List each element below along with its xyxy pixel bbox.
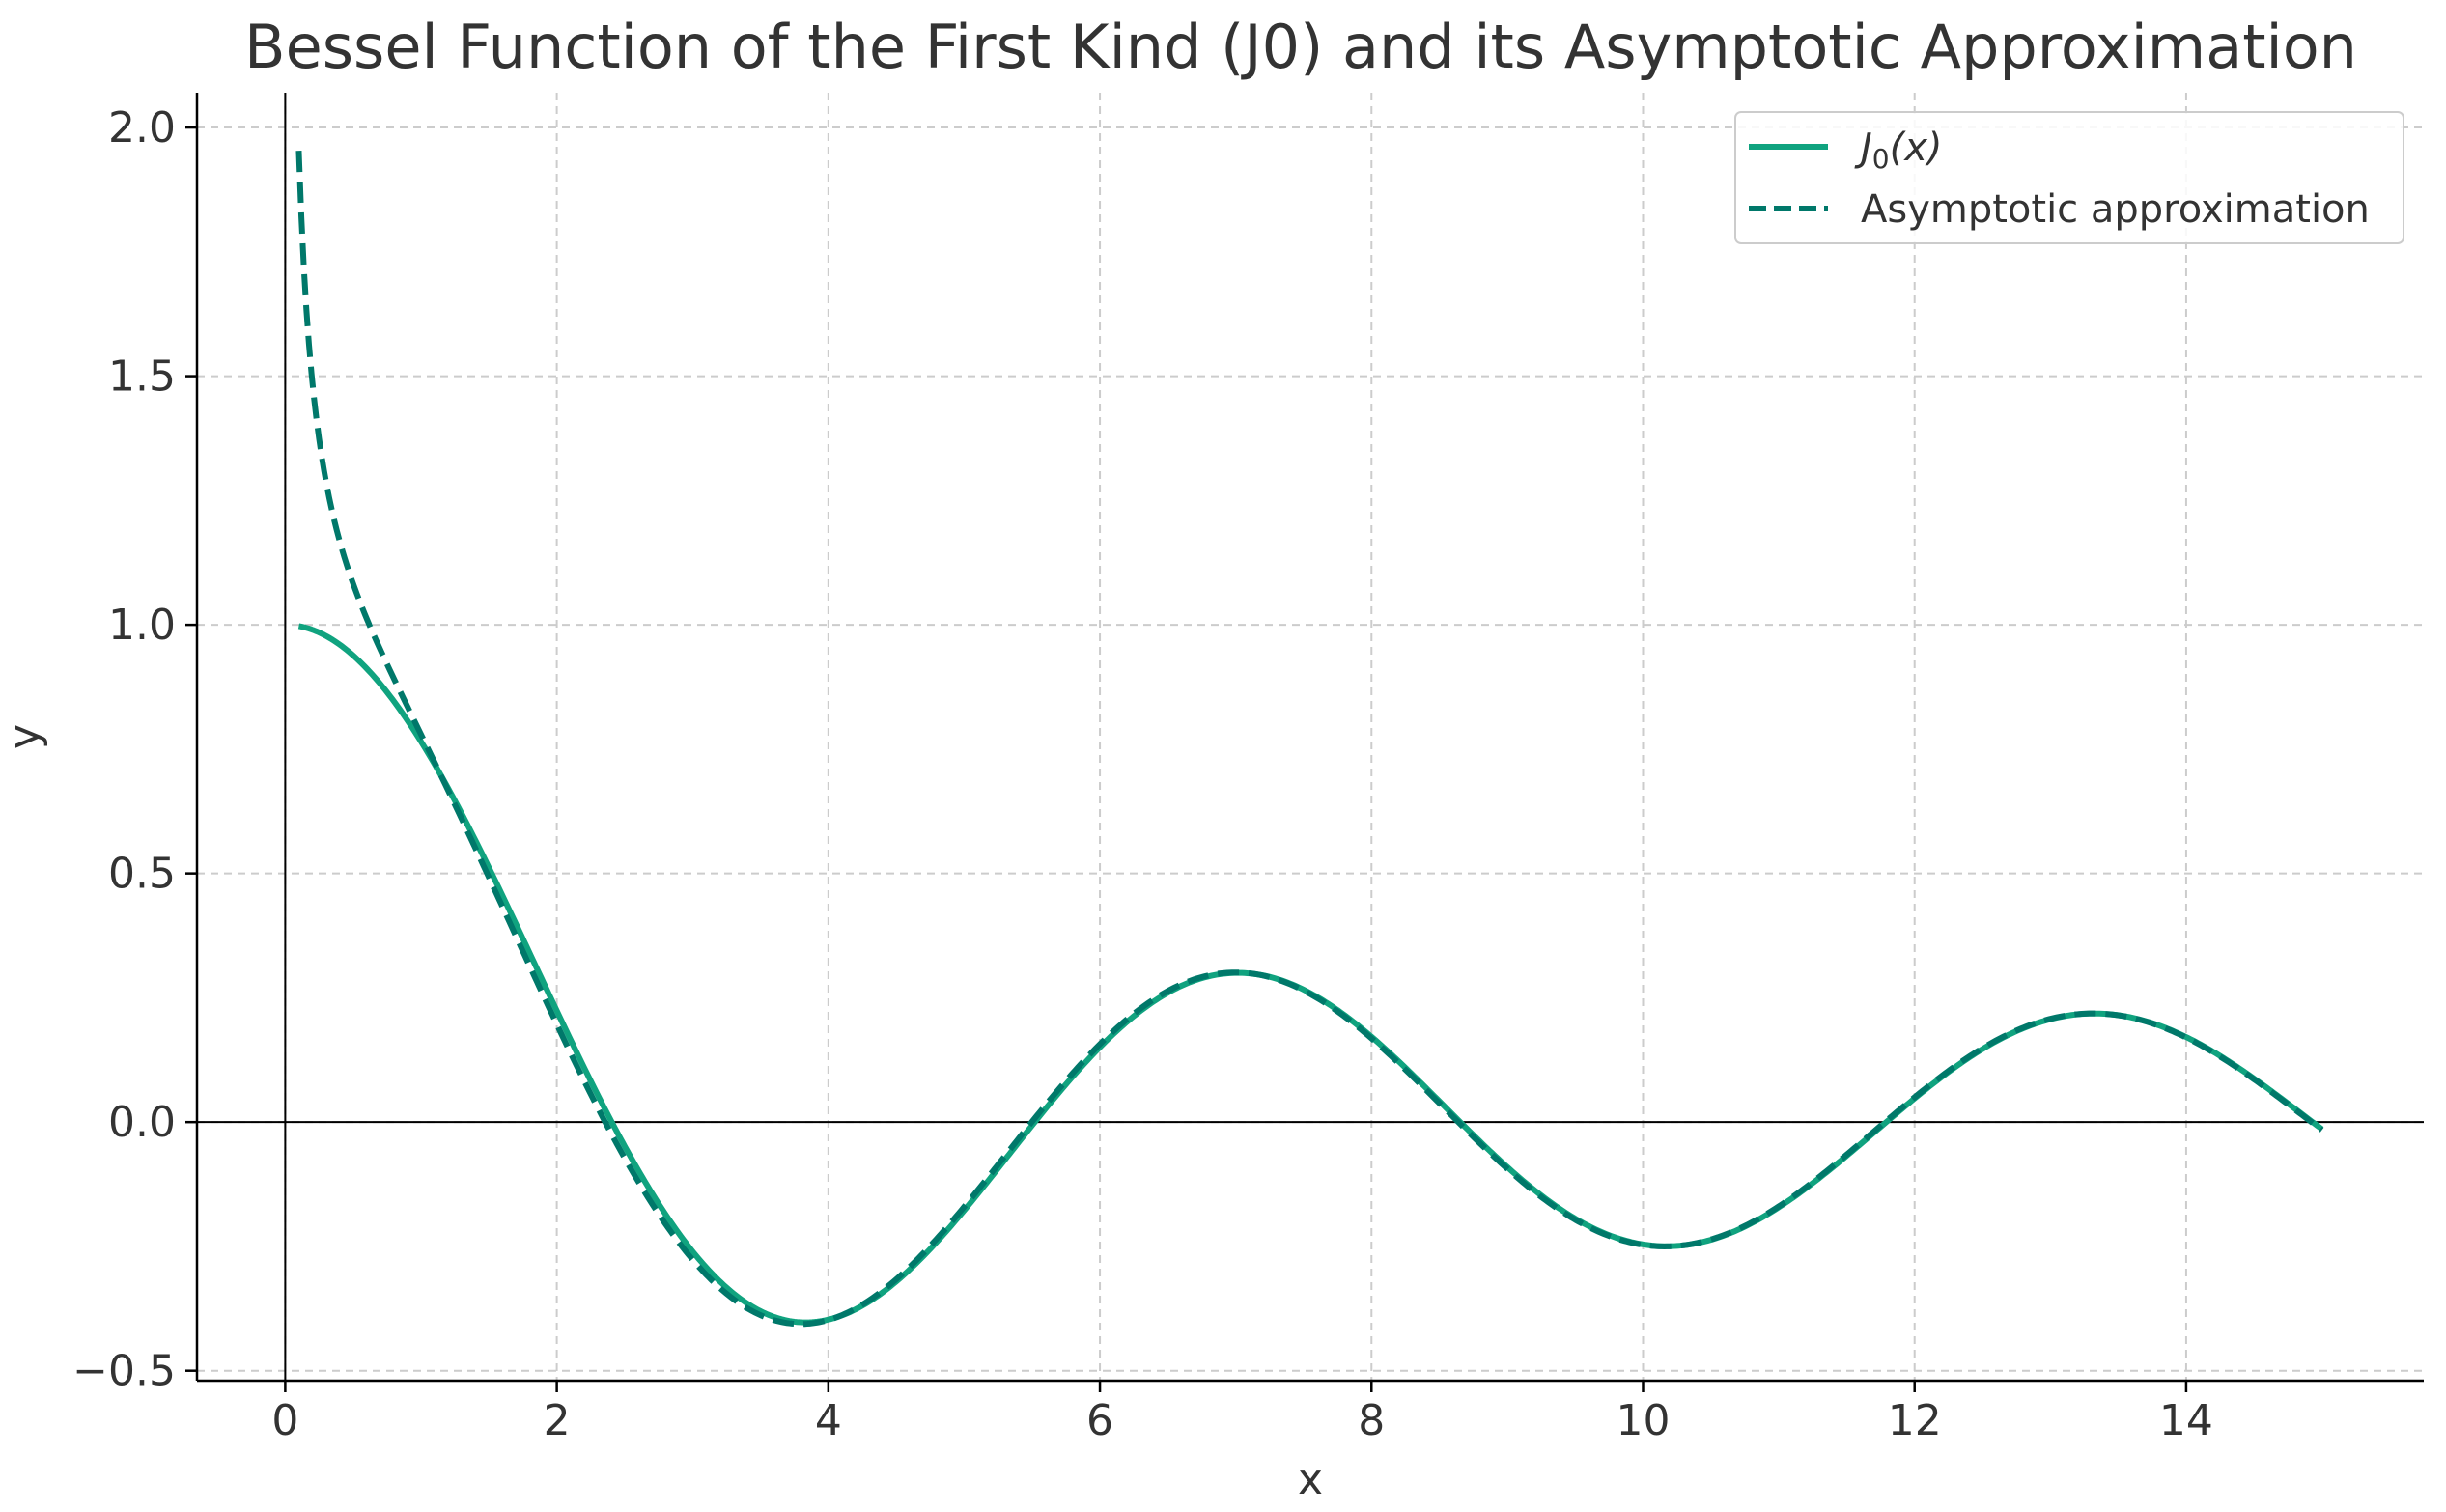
x-tick-label: 4 xyxy=(815,1396,842,1445)
legend-label-j0: J0(x) xyxy=(1854,126,1943,175)
grid xyxy=(197,93,2424,1381)
ticks: 0 2 4 6 8 10 12 14 −0.5 0.0 0.5 1.0 1.5 2.0 xyxy=(72,103,2213,1445)
x-tick-label: 8 xyxy=(1358,1396,1385,1445)
y-tick-label: −0.5 xyxy=(72,1347,176,1396)
chart-title: Bessel Function of the First Kind (J0) a… xyxy=(244,12,2357,82)
series xyxy=(295,150,2324,1328)
x-tick-label: 12 xyxy=(1888,1396,1942,1445)
y-tick-label: 2.0 xyxy=(108,103,176,153)
series-line-asymptotic xyxy=(295,150,2324,1328)
x-tick-label: 2 xyxy=(544,1396,571,1445)
axes xyxy=(195,93,2424,1383)
legend-label-asymptotic: Asymptotic approximation xyxy=(1861,187,2370,232)
reference-lines xyxy=(197,93,2424,1381)
x-axis-label: x xyxy=(1298,1455,1323,1504)
x-tick-label: 6 xyxy=(1086,1396,1113,1445)
y-tick-label: 1.5 xyxy=(108,352,176,402)
x-tick-label: 0 xyxy=(271,1396,298,1445)
y-tick-label: 1.0 xyxy=(108,601,176,650)
series-line-j0 xyxy=(297,623,2324,1326)
legend: J0(x) Asymptotic approximation xyxy=(1734,111,2404,244)
legend-box xyxy=(1734,111,2404,244)
x-tick-label: 14 xyxy=(2159,1396,2213,1445)
y-axis-label: y xyxy=(0,724,49,749)
y-tick-label: 0.0 xyxy=(108,1098,176,1147)
y-tick-label: 0.5 xyxy=(108,850,176,899)
x-tick-label: 10 xyxy=(1616,1396,1670,1445)
